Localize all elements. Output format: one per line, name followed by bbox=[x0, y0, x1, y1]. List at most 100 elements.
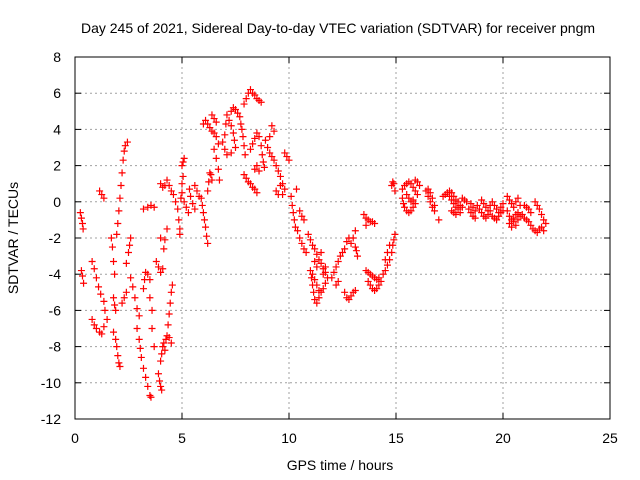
data-point bbox=[505, 196, 513, 204]
data-point bbox=[540, 216, 548, 224]
data-point bbox=[119, 156, 127, 164]
data-point bbox=[336, 252, 344, 260]
data-point bbox=[126, 241, 134, 249]
data-point bbox=[167, 288, 175, 296]
data-point bbox=[300, 216, 308, 224]
data-point bbox=[120, 147, 128, 155]
data-point bbox=[255, 133, 263, 141]
x-axis-label: GPS time / hours bbox=[287, 457, 394, 473]
data-point bbox=[176, 230, 184, 238]
y-tick-label: -4 bbox=[49, 266, 62, 282]
data-point bbox=[391, 187, 399, 195]
data-point bbox=[411, 187, 419, 195]
data-point bbox=[152, 258, 160, 266]
data-point bbox=[135, 335, 143, 343]
data-point bbox=[311, 258, 319, 266]
data-point bbox=[110, 258, 118, 266]
data-point bbox=[157, 180, 165, 188]
data-point bbox=[347, 239, 355, 247]
data-point bbox=[257, 98, 265, 106]
data-point bbox=[390, 180, 398, 188]
data-point bbox=[424, 192, 432, 200]
data-point bbox=[146, 276, 154, 284]
data-point bbox=[362, 221, 370, 229]
data-point bbox=[482, 214, 490, 222]
axis-ticks: 0 5 10 15 20 25 -12 -10 -8 -6 -4 -2 0 2 4 6 8 bbox=[41, 49, 618, 446]
data-point bbox=[525, 205, 533, 213]
data-point bbox=[276, 182, 284, 190]
data-point bbox=[157, 382, 165, 390]
data-point bbox=[161, 236, 169, 244]
data-point bbox=[161, 346, 169, 354]
data-point bbox=[178, 189, 186, 197]
data-point bbox=[117, 182, 125, 190]
data-point bbox=[112, 306, 120, 314]
data-point bbox=[371, 220, 379, 228]
data-point bbox=[202, 223, 210, 231]
data-point bbox=[184, 209, 192, 217]
data-point bbox=[321, 279, 329, 287]
data-point bbox=[533, 201, 541, 209]
data-point bbox=[154, 370, 162, 378]
data-point bbox=[525, 218, 533, 226]
data-point bbox=[182, 203, 190, 211]
data-point bbox=[503, 207, 511, 215]
data-point bbox=[353, 252, 361, 260]
data-point bbox=[144, 382, 152, 390]
x-tick-label: 0 bbox=[71, 430, 79, 446]
data-point bbox=[122, 288, 130, 296]
y-tick-label: -6 bbox=[49, 302, 62, 318]
data-point bbox=[114, 220, 122, 228]
data-point bbox=[246, 145, 254, 153]
data-point bbox=[206, 124, 214, 132]
data-point bbox=[240, 171, 248, 179]
data-point bbox=[508, 200, 516, 208]
data-point bbox=[168, 281, 176, 289]
data-point bbox=[478, 196, 486, 204]
data-point bbox=[167, 187, 175, 195]
data-point bbox=[133, 305, 141, 313]
data-point bbox=[518, 210, 526, 218]
data-point bbox=[274, 191, 282, 199]
data-point bbox=[227, 149, 235, 157]
data-point bbox=[428, 194, 436, 202]
data-point bbox=[236, 113, 244, 121]
data-point bbox=[409, 196, 417, 204]
data-point bbox=[313, 250, 321, 258]
data-point bbox=[189, 200, 197, 208]
data-point bbox=[341, 245, 349, 253]
data-point bbox=[334, 277, 342, 285]
data-point bbox=[375, 281, 383, 289]
data-point bbox=[230, 136, 238, 144]
data-point bbox=[450, 200, 458, 208]
x-tick-label: 5 bbox=[178, 430, 186, 446]
data-point bbox=[193, 187, 201, 195]
data-point bbox=[77, 214, 85, 222]
data-point bbox=[78, 272, 86, 280]
data-point bbox=[103, 315, 111, 323]
data-point bbox=[159, 343, 167, 351]
data-point bbox=[127, 234, 135, 242]
data-point bbox=[240, 142, 248, 150]
data-point bbox=[79, 225, 87, 233]
data-point bbox=[351, 227, 359, 235]
data-point bbox=[251, 134, 259, 142]
data-point bbox=[179, 172, 187, 180]
data-point bbox=[270, 127, 278, 135]
data-point bbox=[311, 276, 319, 284]
data-point bbox=[391, 230, 399, 238]
data-point bbox=[465, 205, 473, 213]
data-point bbox=[203, 232, 211, 240]
data-point bbox=[133, 325, 141, 332]
data-point bbox=[272, 162, 280, 170]
data-point bbox=[191, 182, 199, 190]
data-point bbox=[304, 230, 312, 238]
data-point bbox=[512, 198, 520, 206]
data-point bbox=[454, 205, 462, 213]
data-point bbox=[111, 270, 119, 278]
data-point bbox=[166, 299, 174, 307]
data-point bbox=[123, 138, 131, 146]
data-point bbox=[296, 234, 304, 242]
data-point bbox=[214, 140, 222, 148]
data-point bbox=[108, 243, 116, 251]
